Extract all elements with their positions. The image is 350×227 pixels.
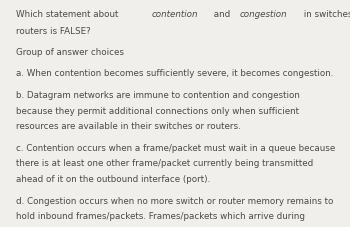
Text: routers is FALSE?: routers is FALSE? (16, 27, 91, 36)
Text: Group of answer choices: Group of answer choices (16, 48, 124, 57)
Text: ahead of it on the outbound interface (port).: ahead of it on the outbound interface (p… (16, 175, 210, 184)
Text: c. Contention occurs when a frame/packet must wait in a queue because: c. Contention occurs when a frame/packet… (16, 144, 335, 153)
Text: contention: contention (152, 10, 198, 19)
Text: d. Congestion occurs when no more switch or router memory remains to: d. Congestion occurs when no more switch… (16, 197, 333, 206)
Text: in switches and: in switches and (301, 10, 350, 19)
Text: congestion: congestion (240, 10, 287, 19)
Text: b. Datagram networks are immune to contention and congestion: b. Datagram networks are immune to conte… (16, 91, 300, 100)
Text: a. When contention becomes sufficiently severe, it becomes congestion.: a. When contention becomes sufficiently … (16, 69, 333, 78)
Text: resources are available in their switches or routers.: resources are available in their switche… (16, 122, 240, 131)
Text: there is at least one other frame/packet currently being transmitted: there is at least one other frame/packet… (16, 160, 313, 168)
Text: and: and (211, 10, 233, 19)
Text: Which statement about: Which statement about (16, 10, 121, 19)
Text: hold inbound frames/packets. Frames/packets which arrive during: hold inbound frames/packets. Frames/pack… (16, 212, 305, 221)
Text: because they permit additional connections only when sufficient: because they permit additional connectio… (16, 106, 299, 116)
